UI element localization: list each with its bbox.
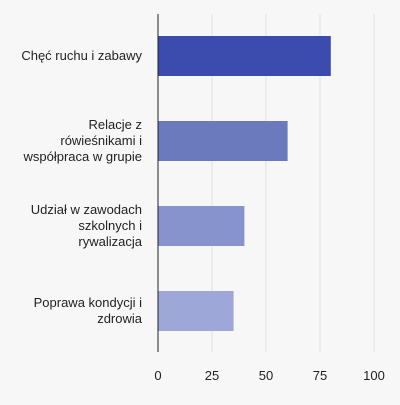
category-label-3: Udział w zawodach szkolnych i rywalizacj… — [30, 202, 142, 249]
category-label-2: Relacje z rówieśnikami i współpraca w gr… — [23, 117, 142, 164]
category-label-4: Poprawa kondycji i zdrowia — [33, 295, 142, 326]
bar-3 — [158, 206, 245, 246]
category-label-1: Chęć ruchu i zabawy — [21, 48, 142, 63]
x-tick-label-25: 25 — [205, 368, 219, 383]
x-tick-label-0: 0 — [154, 368, 161, 383]
x-tick-label-75: 75 — [313, 368, 327, 383]
bar-2 — [158, 121, 288, 161]
x-tick-labels: 0 25 50 75 100 — [154, 368, 384, 383]
bars — [158, 36, 331, 331]
x-tick-label-100: 100 — [363, 368, 385, 383]
x-tick-label-50: 50 — [259, 368, 273, 383]
bar-4 — [158, 291, 234, 331]
bar-1 — [158, 36, 331, 76]
